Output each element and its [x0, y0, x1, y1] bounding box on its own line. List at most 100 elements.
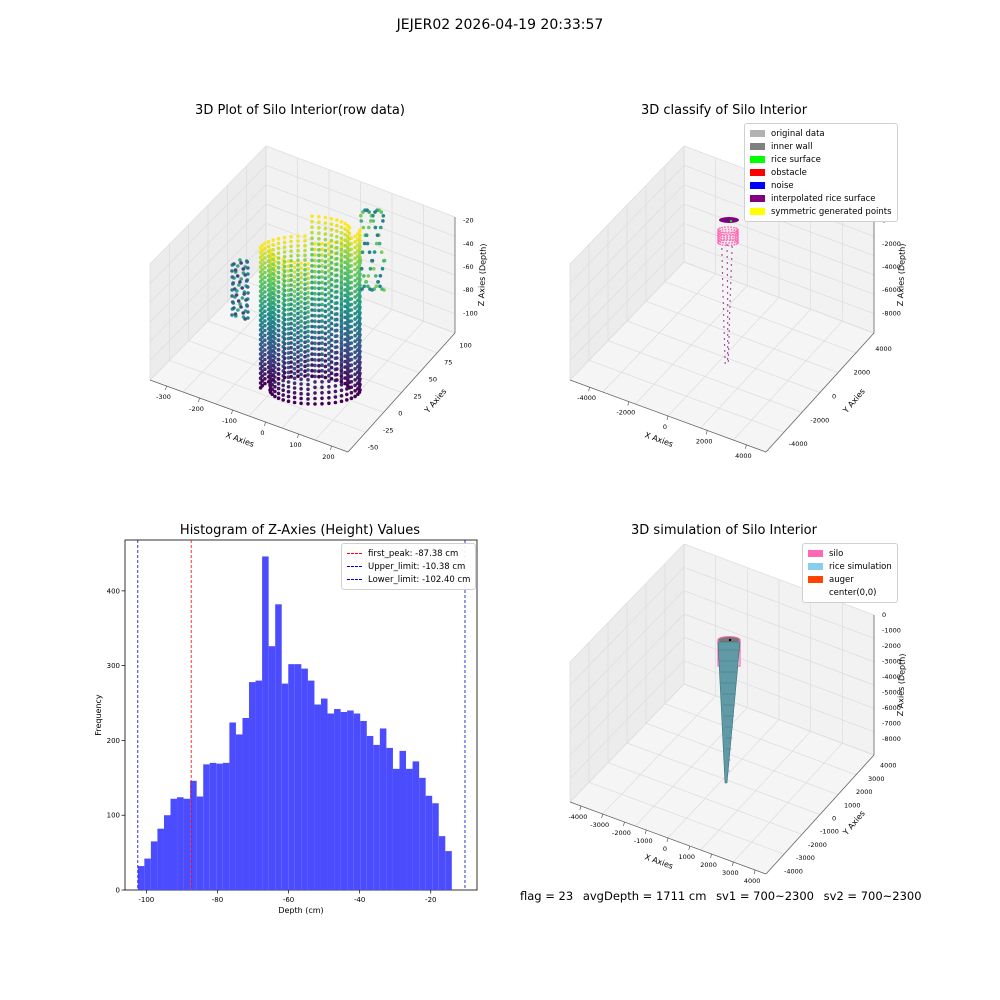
plot1-point [343, 232, 347, 237]
plot1-point [358, 377, 362, 381]
plot1-point [347, 275, 352, 280]
plot2-grid-y [607, 340, 803, 413]
plot1-point [345, 254, 349, 259]
plot1-point [346, 290, 350, 294]
plot2-y-label: Y Axies [841, 387, 867, 416]
plot1-point [343, 221, 347, 226]
plot2-grid-z-left [569, 261, 685, 381]
plot1-point [282, 332, 287, 336]
plot1-point [339, 344, 344, 349]
plot4-x-tick-label: -4000 [568, 813, 587, 821]
plot1-point [329, 365, 334, 370]
plot1-point [271, 272, 276, 276]
plot3-bar [262, 556, 269, 890]
plot2-interpolated-point [726, 274, 729, 276]
plot2-interpolated-point [723, 344, 726, 346]
plot1-point [346, 323, 350, 327]
plot1-point [289, 317, 293, 321]
plot1-point [310, 280, 314, 285]
plot1-point [296, 326, 300, 330]
plot1-point [260, 277, 265, 282]
plot2-inner-wall-point [727, 228, 730, 231]
plot1-point [353, 311, 357, 316]
plot1-point [353, 262, 357, 266]
plot1-point [345, 282, 349, 286]
plot1-point [276, 372, 281, 376]
plot1-point [303, 316, 307, 320]
plot1-point [335, 372, 339, 377]
plot1-point [374, 284, 379, 289]
plot1-point [271, 334, 276, 339]
plot1-point [276, 367, 281, 371]
plot3-bar [307, 680, 315, 890]
plot1-point [333, 351, 338, 355]
plot1-point [276, 236, 281, 241]
plot4-grid-y [588, 782, 785, 855]
plot1-point [313, 247, 317, 252]
plot1-point [329, 349, 334, 353]
plot1-point [356, 348, 360, 353]
plot1-point [233, 295, 237, 299]
plot1-point [335, 256, 339, 261]
plot1-point [329, 216, 334, 221]
plot4-y-label: Y Axies [841, 809, 867, 838]
plot1-point [349, 368, 354, 373]
plot1-point [289, 360, 293, 365]
plot1-point [347, 281, 352, 285]
plot1-point [335, 312, 339, 316]
plot1-point [276, 265, 281, 270]
plot1-point [323, 342, 328, 347]
plot1-point [230, 288, 234, 292]
plot1-point [320, 269, 324, 274]
plot2-inner-wall-point [737, 234, 739, 237]
plot1-point [357, 230, 362, 234]
plot1-point [270, 257, 275, 262]
plot1-point [361, 210, 365, 214]
plot1-point [243, 265, 248, 269]
plot1-point [276, 319, 281, 323]
plot1-point [263, 372, 267, 376]
plot2-x-tick [588, 387, 590, 392]
plot1-point [345, 326, 349, 331]
plot1-grid-z-back [265, 184, 456, 256]
plot1-point [353, 306, 357, 310]
plot1-point [230, 275, 235, 279]
plot4-legend-item: auger [808, 573, 892, 586]
plot1-point [327, 313, 331, 317]
plot1-point [357, 241, 362, 245]
plot1-point [230, 300, 235, 304]
plot1-point [281, 374, 286, 378]
plot1-point [266, 360, 271, 365]
plot2-inner-wall-point [736, 242, 739, 245]
plot1-grid-z-back [265, 145, 456, 218]
plot1-point [263, 294, 267, 299]
plot1-point [317, 297, 321, 302]
plot2-inner-wall-point [720, 236, 723, 239]
plot3-x-tick-label: -20 [425, 896, 436, 904]
plot1-point [358, 311, 362, 315]
plot1-point [335, 284, 339, 289]
plot1-point [317, 352, 321, 357]
plot1-point [343, 227, 347, 231]
plot1-point [289, 239, 293, 244]
plot1-point [270, 382, 275, 387]
plot2-interpolated-point [731, 246, 733, 248]
plot1-point [313, 269, 317, 274]
plot1-point [320, 247, 324, 252]
plot1-point [310, 368, 314, 373]
plot1-point [353, 278, 357, 283]
plot1-point [276, 261, 281, 265]
plot1-point [292, 342, 297, 347]
plot1-point [310, 352, 314, 356]
plot1-point [263, 304, 267, 309]
plot1-point [276, 314, 281, 319]
plot1-point [345, 304, 349, 308]
plot1-point [346, 367, 350, 371]
plot1-point [260, 311, 265, 316]
plot1-point [281, 320, 286, 325]
plot2-inner-wall-point [721, 229, 724, 231]
plot1-grid-z-left [149, 261, 267, 381]
plot1-point [370, 258, 375, 263]
plot1-point [345, 243, 349, 248]
plot1-point [323, 331, 328, 336]
